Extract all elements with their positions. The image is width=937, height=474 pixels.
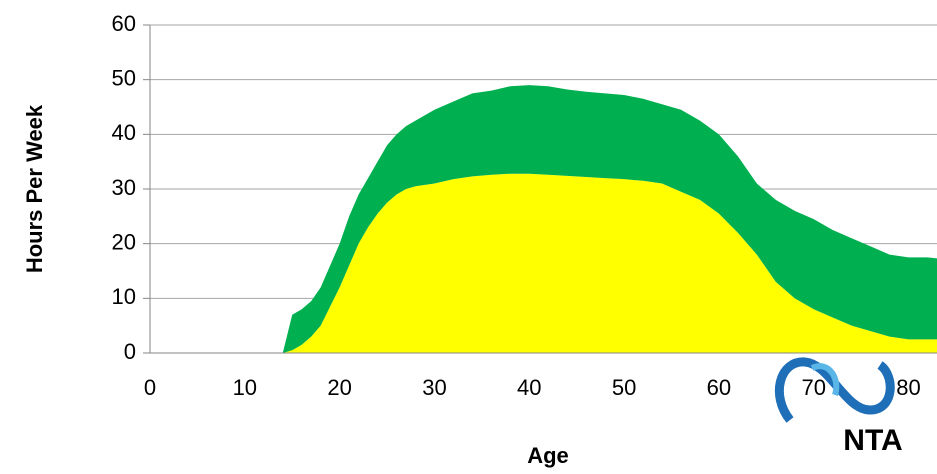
- axes: 0 10 20 30 40 50 60 0 10 20 30 40 50 60 70 80: [112, 11, 937, 400]
- x-tick-label: 70: [801, 375, 825, 400]
- x-tick-label: 60: [707, 375, 731, 400]
- logo-swirl: [810, 363, 840, 396]
- area: [282, 85, 937, 353]
- x-tick-label: 20: [327, 375, 351, 400]
- logo: NTA: [774, 357, 903, 457]
- x-tick-label: 30: [422, 375, 446, 400]
- x-tick-label: 0: [144, 375, 156, 400]
- y-tick-label: 0: [124, 339, 136, 364]
- area: [282, 173, 937, 353]
- y-tick-label: 20: [112, 229, 136, 254]
- y-tick-label: 50: [112, 65, 136, 90]
- x-axis-label: Age: [527, 443, 569, 468]
- areas: [282, 85, 937, 353]
- logo-text: NTA: [843, 424, 902, 457]
- y-axis-label: Hours Per Week: [22, 104, 47, 273]
- x-tick-label: 10: [233, 375, 257, 400]
- x-tick-label: 50: [612, 375, 636, 400]
- x-tick-label: 80: [896, 375, 920, 400]
- y-tick-label: 60: [112, 11, 136, 36]
- y-tick-label: 30: [112, 175, 136, 200]
- y-tick-label: 10: [112, 284, 136, 309]
- x-tick-label: 40: [517, 375, 541, 400]
- y-tick-label: 40: [112, 120, 136, 145]
